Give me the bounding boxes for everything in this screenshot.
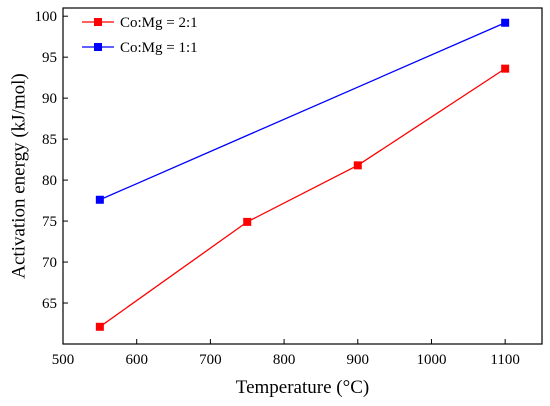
ticks-layer: 500 600 700 800 900 1000 1100 65 70 75 80 85 90 95 100 [35, 9, 520, 368]
series-layer [95, 18, 510, 331]
data-point-series-1 [501, 64, 510, 73]
x-tick-label: 1000 [416, 352, 446, 368]
data-point-series-1 [95, 322, 104, 331]
x-tick-label: 900 [347, 352, 370, 368]
series-line-2 [99, 22, 506, 201]
series-line-1 [99, 68, 506, 328]
y-tick-label: 85 [42, 132, 57, 148]
data-point-series-1 [243, 217, 252, 226]
x-tick-label: 800 [273, 352, 296, 368]
y-tick-label: 80 [42, 173, 57, 189]
y-tick-label: 70 [42, 255, 57, 271]
plot-frame [62, 7, 543, 345]
y-axis-title: Activation energy (kJ/mol) [8, 73, 29, 278]
y-tick-label: 75 [42, 214, 57, 230]
y-tick-label: 65 [42, 296, 57, 312]
x-tick-label: 1100 [490, 352, 519, 368]
legend-label: Co:Mg = 1:1 [120, 40, 198, 56]
data-point-series-2 [95, 195, 104, 204]
legend-marker [94, 43, 102, 51]
legend-label: Co:Mg = 2:1 [120, 15, 198, 31]
x-axis-title: Temperature (°C) [236, 377, 369, 398]
x-tick-label: 700 [199, 352, 222, 368]
y-tick-label: 90 [42, 91, 57, 107]
legend-marker [94, 18, 102, 26]
data-point-series-2 [501, 18, 510, 27]
x-tick-label: 600 [125, 352, 148, 368]
y-tick-label: 95 [42, 50, 57, 66]
x-tick-label: 500 [52, 352, 75, 368]
data-point-series-1 [353, 161, 362, 170]
legend: Co:Mg = 2:1 Co:Mg = 1:1 [82, 15, 198, 56]
y-tick-label: 100 [35, 9, 58, 25]
